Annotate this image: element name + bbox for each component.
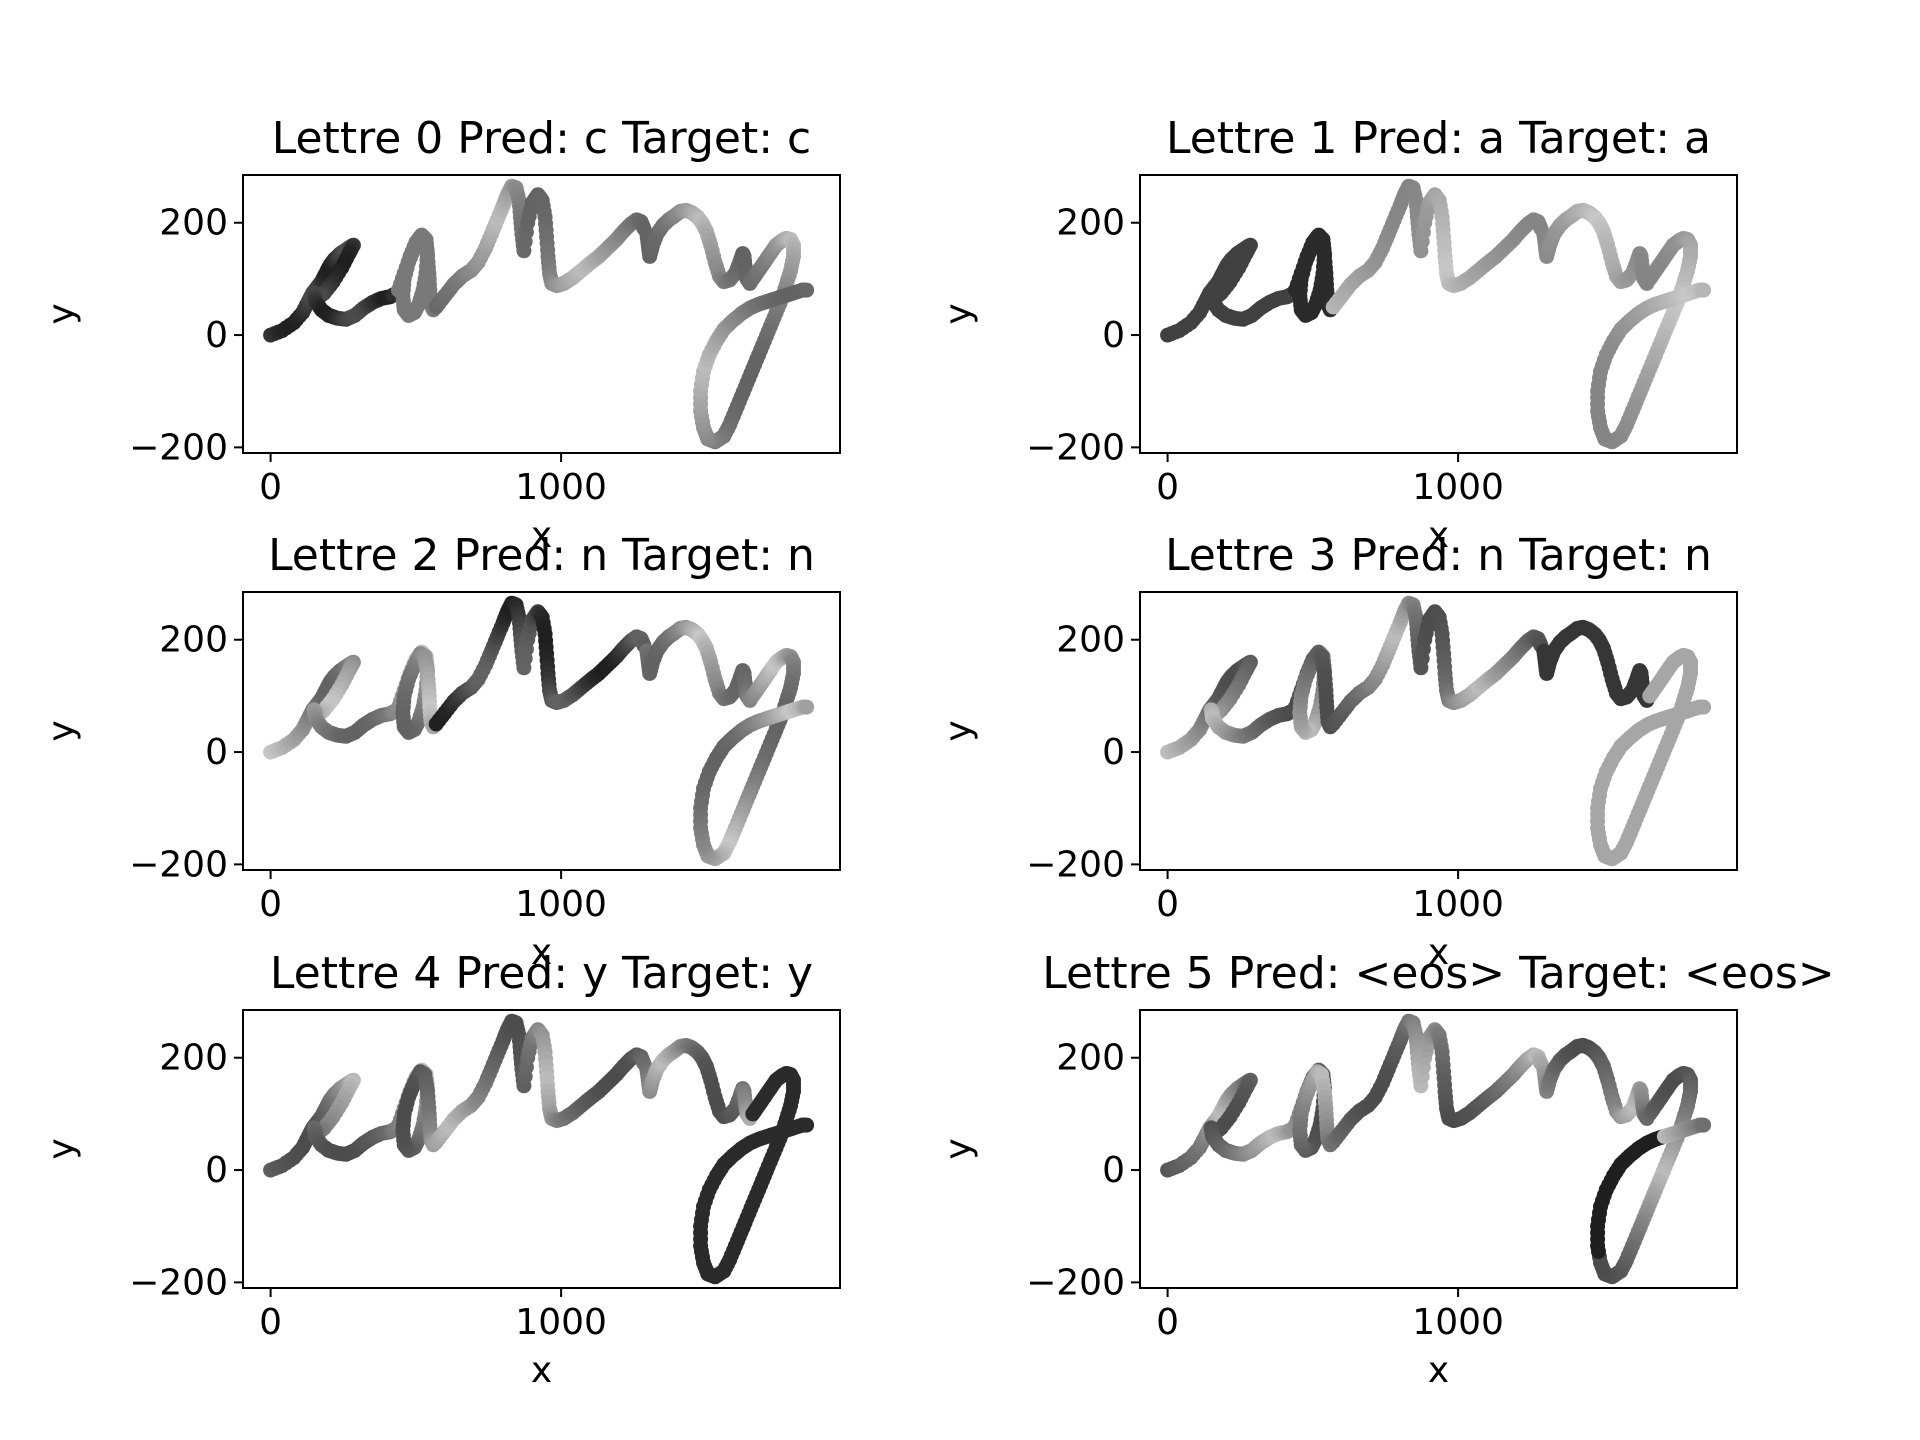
panel-title: Lettre 1 Pred: a Target: a <box>1166 113 1711 164</box>
panel-title: Lettre 5 Pred: <eos> Target: <eos> <box>1042 948 1834 999</box>
y-tick-label: 0 <box>205 315 228 356</box>
scatter-points <box>263 595 815 867</box>
x-tick-label: 1000 <box>515 1302 607 1343</box>
scatter-points <box>1160 595 1712 867</box>
scatter-points <box>1160 178 1712 450</box>
y-axis-label: y <box>41 720 82 741</box>
ticks <box>1131 1056 1460 1297</box>
panel-2: Lettre 2 Pred: n Target: n 0 1000 200 0 … <box>41 530 841 973</box>
panel-title: Lettre 0 Pred: c Target: c <box>272 113 811 164</box>
ticks <box>234 221 563 462</box>
y-tick-label: 0 <box>1102 732 1125 773</box>
panel-0: Lettre 0 Pred: c Target: c 0 1000 200 0 … <box>41 113 841 556</box>
y-axis-label: y <box>938 720 979 741</box>
ticks <box>234 638 563 879</box>
scatter-point <box>1696 1117 1712 1133</box>
y-axis-label: y <box>41 303 82 324</box>
panel-title: Lettre 2 Pred: n Target: n <box>268 530 815 581</box>
x-axis-label: x <box>531 932 552 973</box>
ticks <box>1131 221 1460 462</box>
y-tick-label: −200 <box>129 427 228 468</box>
axes-frame <box>1139 1009 1738 1289</box>
y-tick-label: 200 <box>1056 620 1125 661</box>
x-tick-label: 1000 <box>1412 1302 1504 1343</box>
x-tick-label: 1000 <box>1412 884 1504 925</box>
scatter-point <box>799 699 815 715</box>
y-tick-label: 200 <box>1056 203 1125 244</box>
y-tick-label: −200 <box>129 844 228 885</box>
y-tick-label: 0 <box>205 1150 228 1191</box>
x-tick-label: 0 <box>1156 884 1179 925</box>
y-tick-label: 200 <box>159 203 228 244</box>
x-tick-label: 1000 <box>515 467 607 508</box>
x-tick-label: 0 <box>259 467 282 508</box>
y-tick-label: 0 <box>1102 315 1125 356</box>
scatter-point <box>799 282 815 298</box>
axes-frame <box>1139 591 1738 871</box>
x-tick-label: 1000 <box>515 884 607 925</box>
panel-4: Lettre 4 Pred: y Target: y 0 1000 200 0 … <box>41 948 841 1391</box>
panel-1: Lettre 1 Pred: a Target: a 0 1000 200 0 … <box>938 113 1738 556</box>
scatter-point <box>1696 282 1712 298</box>
y-tick-label: −200 <box>1026 1262 1125 1303</box>
x-tick-label: 0 <box>1156 1302 1179 1343</box>
ticks <box>234 1056 563 1297</box>
axes-frame <box>1139 174 1738 454</box>
y-tick-label: −200 <box>1026 427 1125 468</box>
scatter-points <box>263 178 815 450</box>
x-tick-label: 1000 <box>1412 467 1504 508</box>
ticks <box>1131 638 1460 879</box>
scatter-points <box>263 1013 815 1285</box>
scatter-point <box>1696 699 1712 715</box>
y-tick-label: −200 <box>129 1262 228 1303</box>
x-axis-label: x <box>531 1350 552 1391</box>
x-tick-label: 0 <box>259 1302 282 1343</box>
x-tick-label: 0 <box>1156 467 1179 508</box>
y-tick-label: 0 <box>1102 1150 1125 1191</box>
y-tick-label: 200 <box>1056 1038 1125 1079</box>
panel-title: Lettre 3 Pred: n Target: n <box>1165 530 1712 581</box>
y-tick-label: 200 <box>159 620 228 661</box>
axes-frame <box>242 591 841 871</box>
x-axis-label: x <box>1428 1350 1449 1391</box>
x-tick-label: 0 <box>259 884 282 925</box>
y-axis-label: y <box>938 303 979 324</box>
y-tick-label: 0 <box>205 732 228 773</box>
panel-3: Lettre 3 Pred: n Target: n 0 1000 200 0 … <box>938 530 1738 973</box>
scatter-points <box>1160 1013 1712 1285</box>
scatter-point <box>799 1117 815 1133</box>
x-axis-label: x <box>531 515 552 556</box>
y-tick-label: −200 <box>1026 844 1125 885</box>
y-tick-label: 200 <box>159 1038 228 1079</box>
y-axis-label: y <box>938 1138 979 1159</box>
x-axis-label: x <box>1428 515 1449 556</box>
axes-frame <box>242 1009 841 1289</box>
axes-frame <box>242 174 841 454</box>
y-axis-label: y <box>41 1138 82 1159</box>
panel-title: Lettre 4 Pred: y Target: y <box>270 948 813 999</box>
panel-5: Lettre 5 Pred: <eos> Target: <eos> 0 100… <box>938 948 1835 1391</box>
x-axis-label: x <box>1428 932 1449 973</box>
